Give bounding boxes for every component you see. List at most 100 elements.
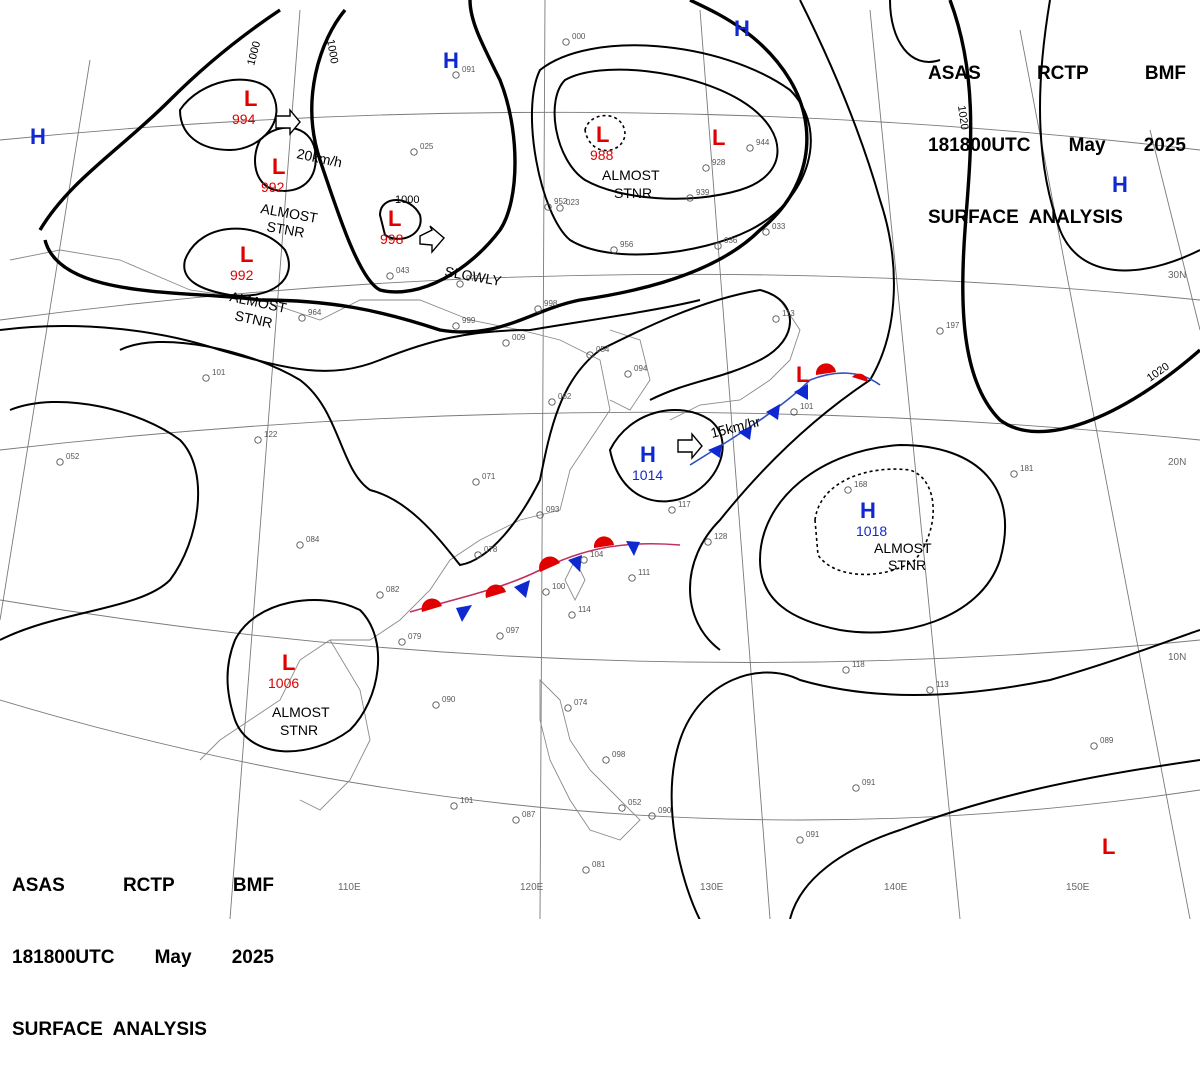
isobar-1012-west [0,400,200,641]
station-marker [704,538,712,546]
movement-arrow-icon [419,225,445,254]
isobar-1020-ring [948,0,1200,434]
low-center-pressure: 998 [380,231,404,247]
header-line-time: 181800UTC May 2025 [928,134,1186,158]
station-marker [512,816,520,824]
station-pressure-label: 052 [628,798,642,807]
station-pressure-label: 052 [66,452,80,461]
stnr-label: STNR [614,185,652,201]
station-marker [714,242,722,250]
analysis-title: SURFACE ANALYSIS [12,1019,207,1040]
latitude-label: 30N [1168,270,1186,281]
station-pressure-label: 977 [466,274,480,283]
station-marker [936,327,944,335]
valid-time: 181800UTC [928,135,1031,156]
almost-label: ALMOST [874,540,932,556]
product-type: BMF [232,875,274,896]
station-pressure-label: 181 [1020,464,1034,473]
station-marker [56,458,64,466]
station-pressure-label: 098 [612,750,626,759]
latitude-line-30n [0,273,1200,321]
station-pressure-label: 074 [574,698,588,707]
station-pressure-label: 118 [852,660,865,669]
coast-asia [9,249,611,761]
station-marker [534,305,542,313]
station-marker [472,478,480,486]
issuer-code: RCTP [1036,63,1089,84]
warm-front-bulge [593,536,614,548]
station-pressure-label: 094 [634,364,648,373]
low-center-letter: L [712,125,725,150]
longitude-line-150e [1019,29,1191,919]
station-pressure-label: 097 [506,626,520,635]
station-pressure-label: 084 [306,535,320,544]
isobar-1024-top [889,0,941,63]
latitude-line-20n [0,411,1200,451]
product-code: ASAS [928,63,981,84]
coast-korea [609,329,651,411]
pressure-centers: L 994 L 992 L 992 L 998 L 988 L L 1006 L… [30,16,1128,859]
longitude-line-120e [539,0,546,919]
station-pressure-label: 939 [696,188,710,197]
station-marker [686,194,694,202]
station-pressure-label: 101 [460,796,474,805]
station-pressure-label: 964 [308,308,322,317]
station-marker [548,398,556,406]
low-center-letter: L [240,242,253,267]
almost-label: ALMOST [272,704,330,720]
map-background [0,0,1200,919]
latitude-label: 10N [1168,652,1186,663]
station-marker [386,272,394,280]
station-marker [790,408,798,416]
station-marker [628,574,636,582]
station-pressure-label: 101 [212,368,226,377]
station-marker [762,228,770,236]
station-marker [410,148,418,156]
low-center-letter: L [272,154,285,179]
station-marker [852,784,860,792]
longitude-line-100e [0,59,91,621]
valid-year: 2025 [231,947,274,968]
station-marker [926,686,934,694]
issuer-code: RCTP [122,875,175,896]
valid-time: 181800UTC [12,947,115,968]
longitude-line-140e [869,9,961,919]
coast-taiwan [564,558,586,602]
low-center-letter: L [1102,834,1115,859]
high-center-letter: H [1112,172,1128,197]
cold-front-triangle [514,580,530,598]
longitude-label: 120E [520,882,544,893]
longitude-label: 150E [1066,882,1090,893]
cold-front-triangle [766,404,780,420]
high-center-letter: H [640,442,656,467]
station-pressure-label: 944 [756,138,770,147]
station-marker [582,866,590,874]
station-marker [624,370,632,378]
isobar-1024 [1039,0,1200,272]
station-pressure-label: 111 [638,568,651,577]
latitude-label: 20N [1168,457,1186,468]
isobar-992-sw-ring [183,227,290,297]
station-marker [648,812,656,820]
station-pressure-label: 062 [558,392,572,401]
station-marker [586,351,594,359]
station-marker [844,486,852,494]
station-pressure-label: 090 [658,806,672,815]
movement-arrow-icon [275,108,301,136]
station-pressure-label: 100 [552,582,566,591]
high-center-pressure: 1014 [632,467,663,483]
motion-arrows [275,108,703,460]
low-center-pressure: 992 [230,267,254,283]
station-marker [746,144,754,152]
warm-front-bulge [852,373,868,382]
station-pressure-label: 091 [862,778,876,787]
low-center-letter: L [388,206,401,231]
station-pressure-label: 036 [724,236,738,245]
latitude-line-40n [0,111,1200,151]
station-marker [556,204,564,212]
station-marker [618,804,626,812]
low-center-letter: L [282,650,295,675]
station-marker [772,315,780,323]
isobar-1000-main [43,0,809,334]
isobar-1000-center [310,0,517,294]
